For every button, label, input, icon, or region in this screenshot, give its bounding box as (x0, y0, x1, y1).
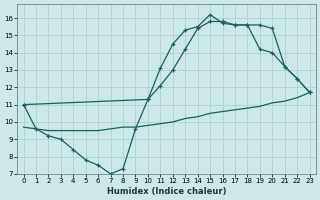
X-axis label: Humidex (Indice chaleur): Humidex (Indice chaleur) (107, 187, 226, 196)
